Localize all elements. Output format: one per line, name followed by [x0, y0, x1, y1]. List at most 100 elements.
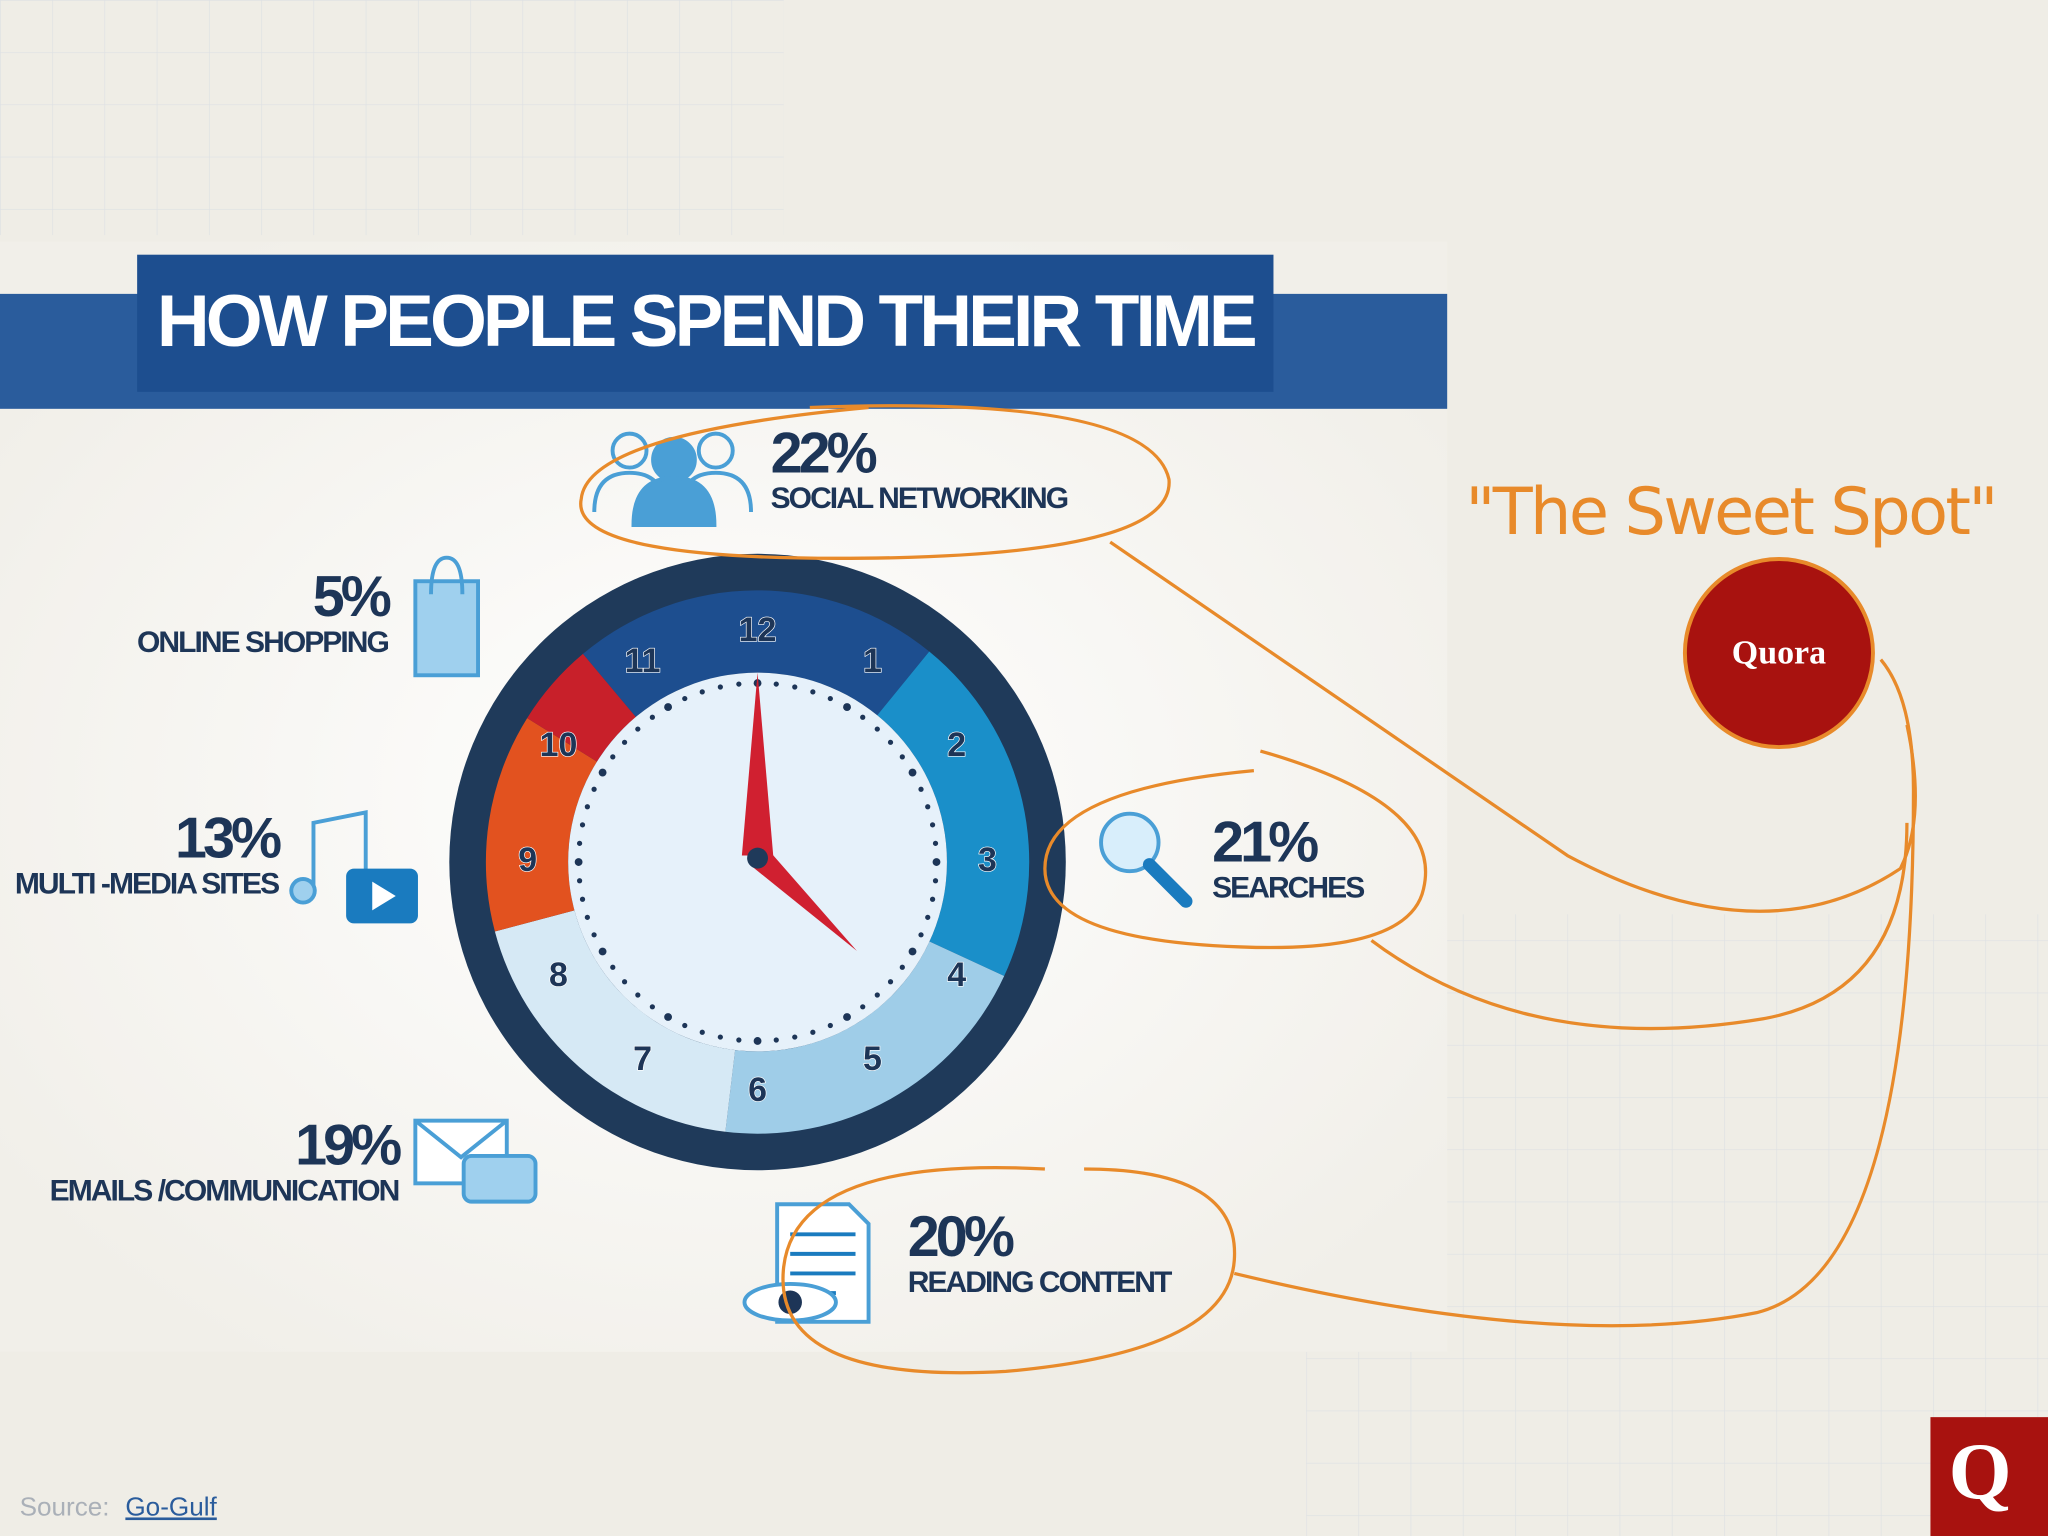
clock-dot	[874, 726, 880, 732]
dial-label: 5	[863, 1040, 882, 1078]
dial-label: 1	[863, 642, 882, 680]
logo-box	[1930, 1417, 2048, 1536]
clock-dot	[717, 684, 723, 690]
clock-dot	[579, 822, 586, 828]
chart-title: HOW PEOPLE SPEND THEIR TIME	[157, 281, 1255, 362]
clock-dot	[682, 695, 688, 702]
clock-dot	[591, 932, 597, 938]
source-label: Source:	[20, 1491, 110, 1521]
clock-dot	[574, 858, 583, 866]
icons	[289, 431, 1193, 1324]
source-link[interactable]: Go-Gulf	[125, 1491, 217, 1521]
hour-hand	[749, 846, 857, 951]
clock-dot	[810, 1029, 816, 1035]
clock-dot	[827, 695, 833, 702]
category-label: EMAILS /COMMUNICATION	[50, 1174, 399, 1207]
clock-dot	[810, 689, 816, 695]
clock-dot	[635, 726, 641, 732]
clock-dot	[621, 739, 628, 745]
clock-dot	[753, 1037, 762, 1045]
clock-dot	[635, 992, 641, 998]
pie-slice	[725, 941, 1005, 1134]
dial-label: 11	[625, 642, 661, 680]
clock-dot	[682, 1022, 688, 1029]
value-label: 22%	[771, 421, 877, 485]
value-label: 5%	[313, 565, 391, 629]
clock-dot	[649, 714, 655, 720]
value-label: 21%	[1212, 811, 1318, 875]
dial-label: 10	[540, 726, 578, 764]
clock-dot	[598, 947, 607, 956]
value-label: 19%	[295, 1114, 401, 1178]
labels: 22%SOCIAL NETWORKING 21%SEARCHES 20%READIN…	[15, 421, 1366, 1299]
annotation-ellipse	[579, 404, 1171, 560]
clock-dot	[736, 681, 742, 687]
clock-dot	[584, 914, 590, 920]
dial-label: 9	[518, 841, 537, 879]
annotations	[579, 404, 1917, 1375]
category-label: ONLINE SHOPPING	[137, 626, 389, 659]
clock-dot	[843, 703, 851, 711]
annotation-ellipse	[1043, 749, 1428, 950]
clock-dot	[591, 786, 597, 792]
dial-label: 4	[947, 956, 966, 994]
clock-dot	[932, 840, 939, 846]
annotation-curve	[1233, 658, 1916, 1328]
dial-label: 12	[739, 611, 777, 649]
category-label: READING CONTENT	[908, 1266, 1173, 1299]
dial-label: 7	[633, 1040, 652, 1078]
clock-dot	[899, 964, 905, 970]
dial-label: 3	[978, 841, 997, 879]
people-icon	[592, 431, 753, 528]
pie-slice	[485, 718, 597, 932]
pie-slice	[582, 590, 930, 717]
clock-dot	[792, 1034, 798, 1040]
clock-dot	[929, 822, 936, 828]
annotation-curve	[1370, 822, 1909, 1031]
clock-dot	[717, 1034, 723, 1040]
search-icon	[1099, 811, 1193, 908]
clock-dot	[860, 714, 866, 720]
clock-dot	[932, 858, 941, 866]
clock-dot	[773, 1037, 779, 1043]
title-banner	[137, 254, 1274, 392]
dial-label: 2	[947, 726, 966, 764]
clock-dot	[792, 684, 798, 690]
clock-dot	[584, 804, 590, 810]
quora-badge	[1682, 557, 1875, 750]
clock-dot	[887, 979, 894, 985]
annotation-ellipse	[781, 1165, 1237, 1375]
clock-dots	[574, 679, 941, 1045]
clock-dot	[773, 681, 779, 687]
dial-label: 6	[748, 1071, 767, 1109]
quora-label: Quora	[1732, 634, 1826, 671]
clock-dot	[874, 992, 880, 998]
clock-dot	[925, 914, 931, 920]
minute-hand	[741, 672, 774, 856]
clock-dot	[664, 1013, 672, 1021]
category-label: SEARCHES	[1212, 871, 1364, 904]
clock-dot	[736, 1037, 742, 1043]
pie-slice	[877, 651, 1030, 976]
bag-icon	[413, 555, 480, 678]
clock-dot	[843, 1013, 851, 1021]
clock-dot	[649, 1004, 655, 1010]
clock-dot	[621, 979, 628, 985]
clock-dot	[899, 754, 905, 760]
pie-slice	[527, 653, 636, 762]
clock-dot	[918, 786, 924, 792]
clock-dot	[699, 689, 705, 695]
mail-icon	[413, 1118, 538, 1204]
dial-label: 8	[549, 956, 568, 994]
media-icon	[289, 810, 418, 924]
clock-dot	[918, 932, 924, 938]
clock-dot	[827, 1022, 833, 1029]
value-label: 13%	[175, 807, 281, 871]
pie-slice	[494, 910, 736, 1132]
clock-dot	[932, 878, 939, 884]
clock-dot	[610, 754, 616, 760]
clock-dot	[664, 703, 672, 711]
clock-dot	[908, 768, 917, 777]
grid-decor	[0, 0, 784, 236]
